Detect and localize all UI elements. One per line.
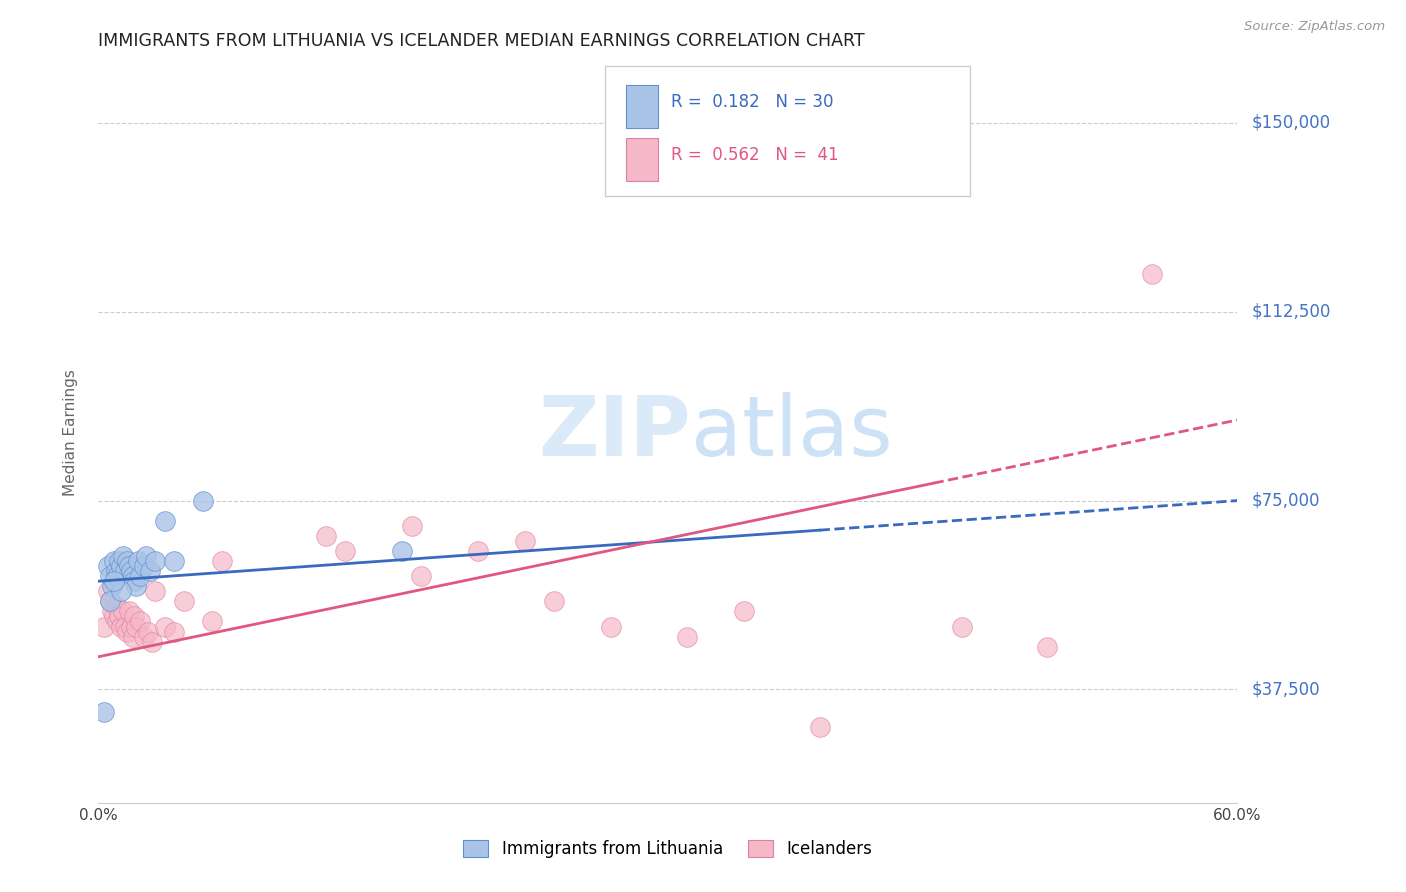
Point — [141, 634, 163, 648]
Point — [543, 594, 565, 608]
Point — [127, 554, 149, 568]
Point — [120, 564, 142, 578]
Point — [93, 705, 115, 719]
Point — [104, 599, 127, 614]
Point — [600, 619, 623, 633]
Point — [104, 564, 127, 578]
Point — [103, 574, 125, 589]
Text: IMMIGRANTS FROM LITHUANIA VS ICELANDER MEDIAN EARNINGS CORRELATION CHART: IMMIGRANTS FROM LITHUANIA VS ICELANDER M… — [98, 32, 865, 50]
Point — [114, 564, 136, 578]
Point — [124, 574, 146, 589]
Text: atlas: atlas — [690, 392, 893, 473]
Point — [132, 630, 155, 644]
Point — [335, 544, 357, 558]
Point — [125, 579, 148, 593]
Point — [153, 619, 176, 633]
Point — [110, 584, 132, 599]
Point — [515, 533, 537, 548]
Point — [107, 569, 129, 583]
Point — [145, 554, 167, 568]
Y-axis label: Median Earnings: Median Earnings — [63, 369, 77, 496]
Text: $75,000: $75,000 — [1251, 491, 1320, 509]
Point — [153, 514, 176, 528]
Point — [114, 619, 136, 633]
Point — [108, 609, 131, 624]
Text: ZIP: ZIP — [538, 392, 690, 473]
FancyBboxPatch shape — [605, 66, 970, 195]
Point — [411, 569, 433, 583]
Legend: Immigrants from Lithuania, Icelanders: Immigrants from Lithuania, Icelanders — [457, 833, 879, 865]
Text: $150,000: $150,000 — [1251, 114, 1330, 132]
FancyBboxPatch shape — [626, 85, 658, 128]
Point — [145, 584, 167, 599]
Point — [201, 615, 224, 629]
Point — [120, 619, 142, 633]
Point — [129, 569, 152, 583]
Point — [950, 619, 973, 633]
Point — [124, 609, 146, 624]
Point — [191, 493, 214, 508]
Point — [115, 554, 138, 568]
Point — [125, 619, 148, 633]
Point — [107, 615, 129, 629]
Point — [135, 549, 157, 563]
Text: Source: ZipAtlas.com: Source: ZipAtlas.com — [1244, 20, 1385, 33]
Point — [112, 604, 135, 618]
Point — [98, 569, 121, 583]
Point — [98, 594, 121, 608]
Point — [121, 630, 143, 644]
Text: R =  0.182   N = 30: R = 0.182 N = 30 — [671, 93, 834, 111]
Point — [97, 559, 120, 574]
Point — [733, 604, 755, 618]
Point — [138, 564, 160, 578]
Point — [1036, 640, 1059, 654]
Text: R =  0.562   N =  41: R = 0.562 N = 41 — [671, 146, 839, 164]
Text: $37,500: $37,500 — [1251, 681, 1320, 698]
Point — [98, 594, 121, 608]
Point — [401, 518, 423, 533]
Point — [103, 609, 125, 624]
Point — [112, 549, 135, 563]
Point — [115, 624, 138, 639]
Point — [136, 624, 159, 639]
Point — [103, 554, 125, 568]
Point — [1140, 267, 1163, 281]
Text: $112,500: $112,500 — [1251, 302, 1330, 321]
Point — [97, 584, 120, 599]
Point — [173, 594, 195, 608]
Point — [100, 604, 122, 618]
Point — [100, 579, 122, 593]
Point — [315, 529, 337, 543]
Point — [467, 544, 489, 558]
Point — [808, 720, 831, 734]
Point — [129, 615, 152, 629]
Point — [163, 624, 186, 639]
Point — [110, 559, 132, 574]
Point — [110, 619, 132, 633]
Point — [211, 554, 233, 568]
Point — [132, 559, 155, 574]
Point — [118, 559, 141, 574]
FancyBboxPatch shape — [626, 138, 658, 181]
Point — [121, 569, 143, 583]
Point — [108, 554, 131, 568]
Point — [676, 630, 699, 644]
Point — [118, 604, 141, 618]
Point — [391, 544, 413, 558]
Point — [93, 619, 115, 633]
Point — [163, 554, 186, 568]
